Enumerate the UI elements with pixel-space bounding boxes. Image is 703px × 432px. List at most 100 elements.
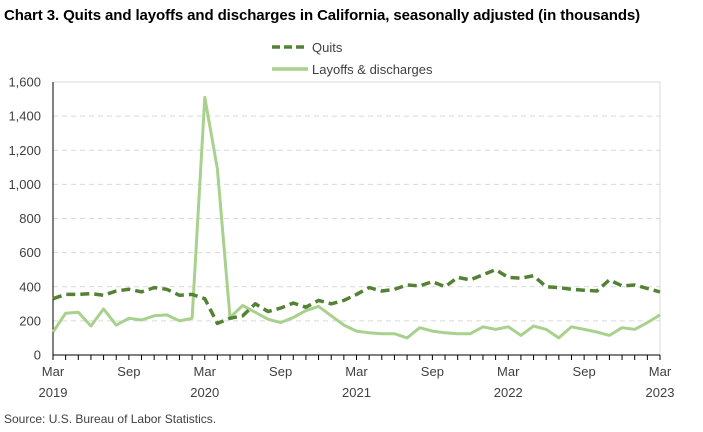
data-point-quits — [267, 310, 269, 312]
data-point-quits — [229, 317, 231, 319]
data-point-quits — [558, 287, 560, 289]
data-point-quits — [381, 290, 383, 292]
data-point-layoffs — [507, 326, 509, 328]
legend-swatch-layoffs — [272, 67, 308, 71]
data-point-quits — [368, 287, 370, 289]
data-point-quits — [204, 298, 206, 300]
data-point-layoffs — [216, 168, 218, 170]
data-point-layoffs — [444, 332, 446, 334]
y-tick-label: 200 — [19, 313, 41, 328]
data-point-quits — [166, 288, 168, 290]
x-tick-label-year: 2019 — [39, 385, 68, 400]
data-point-quits — [533, 275, 535, 277]
data-point-quits — [65, 293, 67, 295]
series-line-quits — [52, 267, 661, 326]
data-point-layoffs — [65, 312, 67, 314]
data-point-quits — [482, 274, 484, 276]
data-point-layoffs — [115, 324, 117, 326]
data-point-quits — [141, 291, 143, 293]
data-point-quits — [90, 293, 92, 295]
data-point-layoffs — [596, 331, 598, 333]
data-point-layoffs — [533, 325, 535, 327]
data-point-quits — [52, 298, 54, 300]
data-point-layoffs — [495, 328, 497, 330]
y-tick-label: 600 — [19, 245, 41, 260]
data-point-layoffs — [381, 333, 383, 335]
data-point-layoffs — [292, 316, 294, 318]
y-tick-label: 1,400 — [8, 109, 41, 124]
data-point-layoffs — [178, 320, 180, 322]
legend: Quits Layoffs & discharges — [270, 36, 432, 80]
data-point-layoffs — [103, 308, 105, 310]
y-tick-label: 1,600 — [8, 75, 41, 90]
data-point-quits — [280, 307, 282, 309]
data-point-quits — [659, 291, 661, 293]
data-point-quits — [115, 290, 117, 292]
data-point-quits — [431, 281, 433, 283]
series-line-layoffs — [51, 95, 661, 340]
data-point-layoffs — [90, 325, 92, 327]
data-point-quits — [621, 285, 623, 287]
data-point-layoffs — [356, 330, 358, 332]
data-point-quits — [469, 279, 471, 281]
data-point-quits — [153, 287, 155, 289]
data-point-layoffs — [153, 315, 155, 317]
data-point-layoffs — [659, 314, 661, 316]
data-point-quits — [128, 288, 130, 290]
data-point-layoffs — [267, 318, 269, 320]
data-point-layoffs — [77, 311, 79, 313]
data-point-quits — [507, 276, 509, 278]
data-point-layoffs — [431, 330, 433, 332]
y-tick-label: 1,200 — [8, 143, 41, 158]
x-tick-label-month: Sep — [117, 364, 140, 379]
data-point-quits — [545, 286, 547, 288]
data-point-quits — [457, 276, 459, 278]
data-point-layoffs — [570, 326, 572, 328]
data-point-layoffs — [469, 333, 471, 335]
data-point-layoffs — [368, 332, 370, 334]
source-note: Source: U.S. Bureau of Labor Statistics. — [4, 412, 217, 426]
data-point-quits — [77, 293, 79, 295]
data-point-layoffs — [545, 328, 547, 330]
y-axis: 0 200 400 600 800 1,000 1,200 1,400 1,600 — [8, 75, 41, 363]
data-point-layoffs — [583, 328, 585, 330]
x-axis: Mar 2019 Sep Mar 2020 Sep Mar 2021 Sep Mar 2022 Sep… — [39, 82, 675, 400]
x-tick-label-month: Mar — [649, 364, 672, 379]
data-point-layoffs — [343, 324, 345, 326]
data-point-layoffs — [634, 328, 636, 330]
data-point-layoffs — [128, 317, 130, 319]
data-point-layoffs — [520, 334, 522, 336]
series-lines — [51, 95, 661, 340]
data-point-layoffs — [621, 327, 623, 329]
data-point-layoffs — [646, 322, 648, 324]
data-point-quits — [520, 277, 522, 279]
legend-item-layoffs: Layoffs & discharges — [270, 58, 432, 80]
data-point-quits — [419, 285, 421, 287]
data-point-layoffs — [242, 305, 244, 307]
data-point-quits — [406, 284, 408, 286]
data-point-quits — [318, 299, 320, 301]
data-point-quits — [305, 306, 307, 308]
legend-label-quits: Quits — [312, 39, 343, 55]
data-point-layoffs — [558, 337, 560, 339]
gridlines — [53, 81, 661, 355]
data-point-quits — [583, 289, 585, 291]
data-point-layoffs — [318, 305, 320, 307]
x-tick-label-month: Mar — [194, 364, 217, 379]
data-point-layoffs — [406, 337, 408, 339]
y-tick-label: 1,000 — [8, 177, 41, 192]
data-point-quits — [292, 302, 294, 304]
data-point-layoffs — [191, 317, 193, 319]
x-tick-label-year: 2023 — [646, 385, 675, 400]
data-point-layoffs — [330, 315, 332, 317]
data-point-layoffs — [204, 96, 206, 98]
data-point-quits — [356, 293, 358, 295]
data-point-quits — [596, 290, 598, 292]
y-tick-label: 400 — [19, 279, 41, 294]
data-point-layoffs — [254, 311, 256, 313]
data-point-quits — [254, 303, 256, 305]
legend-swatch-quits — [272, 45, 308, 49]
data-point-layoffs — [305, 310, 307, 312]
x-tick-label-month: Mar — [345, 364, 368, 379]
